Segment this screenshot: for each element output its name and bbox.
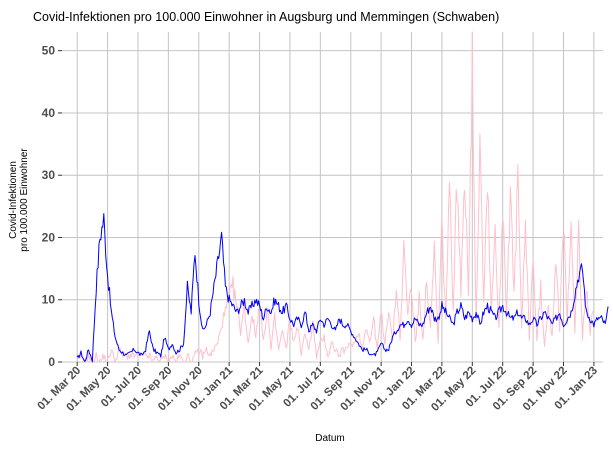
y-tick-label: 40 — [42, 106, 56, 120]
y-tick-label: 10 — [42, 293, 56, 307]
grid — [62, 32, 603, 363]
y-tick-label: 30 — [42, 168, 56, 182]
y-tick-label: 20 — [42, 230, 56, 244]
y-axis: 0 10 20 30 40 50 — [42, 44, 62, 369]
series-lines — [76, 31, 609, 363]
augsburg-series-line — [76, 213, 609, 363]
y-tick-label: 50 — [42, 44, 56, 58]
y-axis-title-line-2: pro 100.000 Einwohner — [19, 148, 30, 252]
y-tick-label: 0 — [48, 355, 55, 369]
chart-title: Covid-Infektionen pro 100.000 Einwohner … — [33, 10, 499, 24]
x-axis-title: Datum — [315, 433, 344, 444]
y-axis-title-line-1: Covid-Infektionen — [8, 161, 19, 239]
memmingen-series-line — [76, 31, 594, 363]
